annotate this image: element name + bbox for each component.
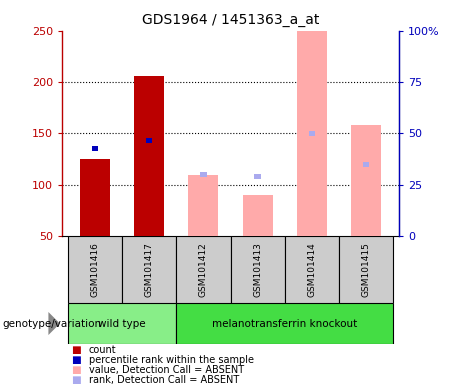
Bar xyxy=(80,159,110,236)
Bar xyxy=(363,162,369,167)
Text: genotype/variation: genotype/variation xyxy=(2,318,101,329)
Bar xyxy=(339,236,393,303)
Bar xyxy=(92,146,98,151)
Text: GSM101413: GSM101413 xyxy=(253,242,262,297)
Text: GSM101416: GSM101416 xyxy=(90,242,99,297)
Bar xyxy=(285,236,339,303)
Bar xyxy=(68,236,122,303)
Bar xyxy=(146,138,152,143)
Bar xyxy=(176,236,230,303)
Text: ■: ■ xyxy=(71,345,81,355)
Text: melanotransferrin knockout: melanotransferrin knockout xyxy=(212,318,357,329)
Text: percentile rank within the sample: percentile rank within the sample xyxy=(89,355,254,365)
Bar xyxy=(254,174,261,179)
Text: rank, Detection Call = ABSENT: rank, Detection Call = ABSENT xyxy=(89,375,239,384)
Bar xyxy=(189,174,219,236)
Text: GDS1964 / 1451363_a_at: GDS1964 / 1451363_a_at xyxy=(142,13,319,27)
Bar xyxy=(309,131,315,136)
Text: ■: ■ xyxy=(71,375,81,384)
Text: value, Detection Call = ABSENT: value, Detection Call = ABSENT xyxy=(89,365,244,375)
Bar xyxy=(230,236,285,303)
Bar xyxy=(176,303,393,344)
Bar xyxy=(134,76,164,236)
Bar xyxy=(297,31,327,236)
Text: wild type: wild type xyxy=(98,318,146,329)
Text: GSM101415: GSM101415 xyxy=(362,242,371,297)
Text: ■: ■ xyxy=(71,365,81,375)
Bar xyxy=(351,125,381,236)
Bar xyxy=(242,195,272,236)
Text: ■: ■ xyxy=(71,355,81,365)
Bar xyxy=(200,172,207,177)
Text: GSM101414: GSM101414 xyxy=(307,242,316,297)
Text: count: count xyxy=(89,345,117,355)
Text: GSM101412: GSM101412 xyxy=(199,242,208,297)
Text: GSM101417: GSM101417 xyxy=(145,242,154,297)
Bar xyxy=(122,236,176,303)
Bar xyxy=(68,303,176,344)
